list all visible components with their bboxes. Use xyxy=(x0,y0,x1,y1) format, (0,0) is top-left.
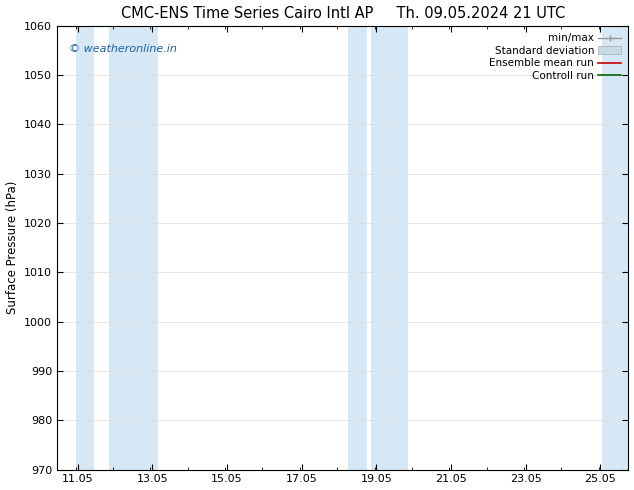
Bar xyxy=(371,26,408,469)
Bar xyxy=(76,26,94,469)
Legend: min/max, Standard deviation, Ensemble mean run, Controll run: min/max, Standard deviation, Ensemble me… xyxy=(488,31,623,83)
Bar xyxy=(348,26,367,469)
Bar xyxy=(110,26,158,469)
Title: CMC-ENS Time Series Cairo Intl AP     Th. 09.05.2024 21 UTC: CMC-ENS Time Series Cairo Intl AP Th. 09… xyxy=(120,5,565,21)
Bar xyxy=(602,26,628,469)
Text: © weatheronline.in: © weatheronline.in xyxy=(68,44,176,53)
Y-axis label: Surface Pressure (hPa): Surface Pressure (hPa) xyxy=(6,181,18,315)
